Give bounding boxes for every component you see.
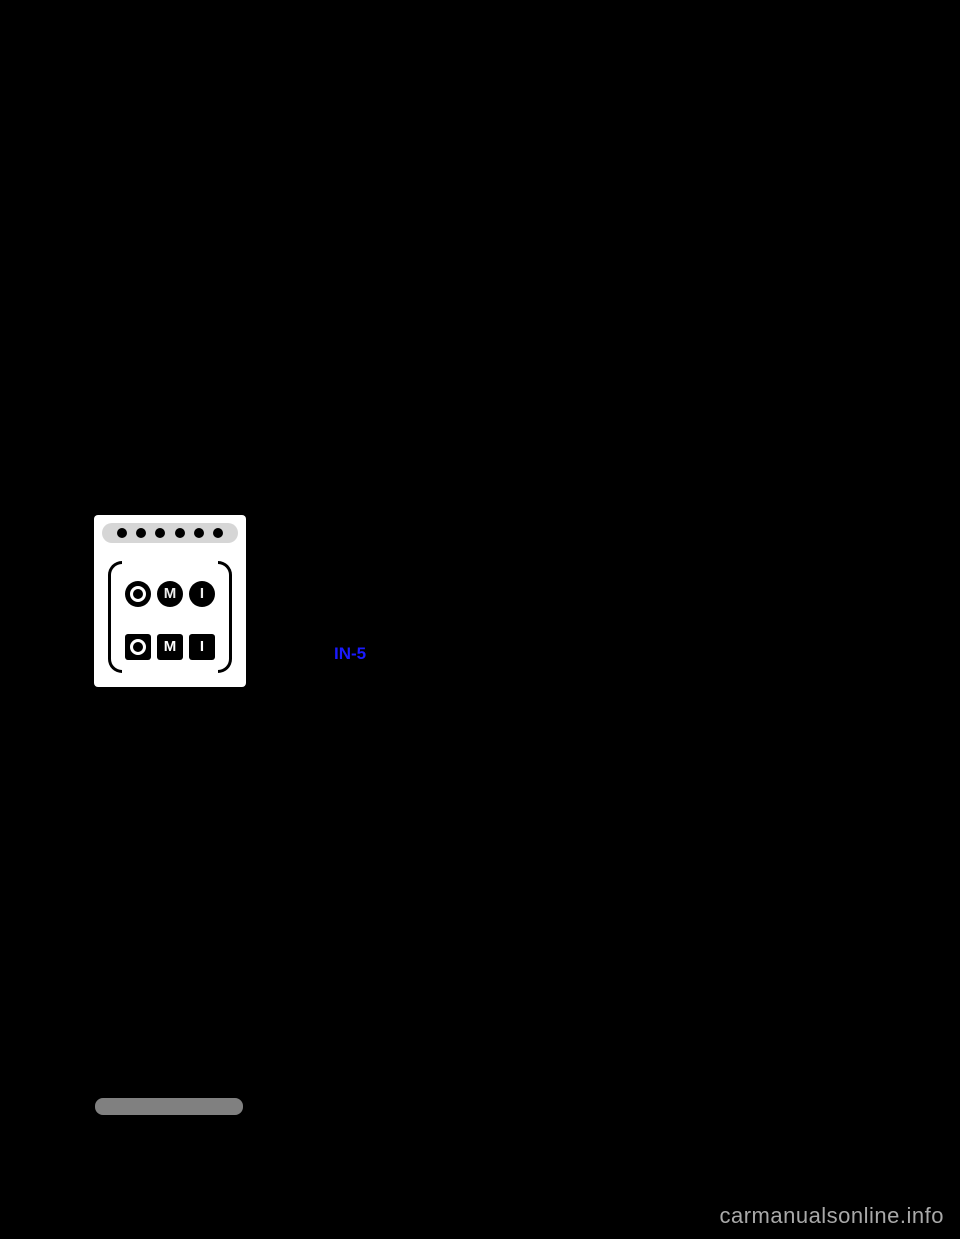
square-o-icon: [125, 634, 151, 660]
circle-o-icon: [125, 581, 151, 607]
dot-icon: [175, 528, 185, 538]
page-reference-link[interactable]: IN-5: [334, 644, 366, 664]
square-m-icon: M: [157, 634, 183, 660]
dot-icon: [213, 528, 223, 538]
circle-m-icon: M: [157, 581, 183, 607]
dot-icon: [117, 528, 127, 538]
dot-icon: [194, 528, 204, 538]
dot-icon: [155, 528, 165, 538]
square-i-icon: I: [189, 634, 215, 660]
illustration-placeholder-bar: [95, 1098, 243, 1115]
symbol-row-square: M I: [122, 634, 218, 660]
circle-i-icon: I: [189, 581, 215, 607]
symbol-area: M I M I: [108, 561, 232, 677]
page-container: { "illustration": { "dot_count": 6, "dot…: [0, 0, 960, 1239]
paren-right-icon: [218, 561, 232, 673]
symbol-row-circle: M I: [122, 581, 218, 607]
paren-left-icon: [108, 561, 122, 673]
brake-pad-symbol-illustration: M I M I: [94, 515, 246, 687]
symbol-grid: M I M I: [122, 567, 218, 673]
illustration-dot-row: [102, 523, 238, 543]
watermark-text: carmanualsonline.info: [719, 1203, 944, 1229]
dot-icon: [136, 528, 146, 538]
